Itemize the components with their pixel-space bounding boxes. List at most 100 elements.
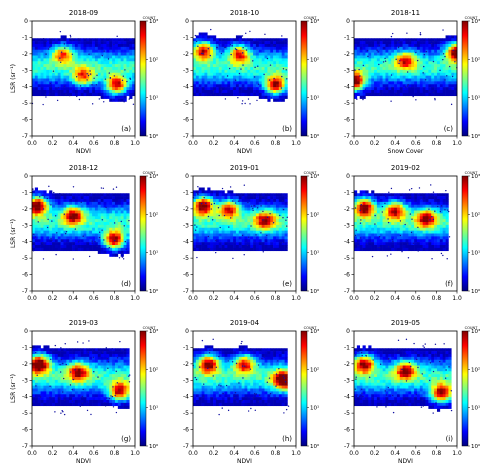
density-cell bbox=[80, 44, 84, 48]
density-cell bbox=[195, 55, 200, 59]
density-cell bbox=[368, 69, 372, 74]
density-cell bbox=[46, 230, 50, 234]
density-cell bbox=[198, 92, 202, 97]
density-cell bbox=[207, 58, 211, 62]
density-cell bbox=[255, 245, 260, 249]
density-cell bbox=[422, 196, 426, 200]
density-cell bbox=[365, 49, 369, 53]
outlier-point bbox=[241, 234, 244, 237]
density-cell bbox=[362, 222, 366, 226]
density-cell bbox=[270, 230, 274, 234]
density-cell bbox=[391, 247, 395, 252]
density-cell bbox=[238, 35, 242, 39]
density-cell bbox=[106, 87, 110, 91]
density-cell bbox=[402, 78, 406, 82]
outlier-point bbox=[440, 41, 442, 44]
density-cell bbox=[379, 222, 383, 226]
x-tick-label: 0.6 bbox=[411, 140, 421, 147]
outlier-point bbox=[235, 48, 238, 51]
density-cell bbox=[37, 196, 41, 200]
density-cell bbox=[83, 84, 87, 88]
density-cell bbox=[60, 41, 64, 45]
density-cell bbox=[451, 58, 455, 62]
density-cell bbox=[40, 351, 44, 355]
density-cell bbox=[431, 233, 435, 237]
density-cell bbox=[114, 67, 119, 71]
density-cell bbox=[419, 49, 423, 53]
density-cell bbox=[40, 397, 44, 401]
density-cell bbox=[442, 236, 446, 240]
outlier-point bbox=[69, 36, 72, 38]
density-cell bbox=[198, 81, 202, 85]
density-cell bbox=[112, 210, 116, 214]
density-cell bbox=[261, 44, 265, 48]
density-cell bbox=[425, 199, 429, 203]
density-cell bbox=[405, 247, 409, 252]
density-cell bbox=[281, 90, 285, 94]
density-cell bbox=[431, 207, 435, 211]
density-cell bbox=[376, 61, 381, 65]
density-cell bbox=[37, 81, 41, 85]
density-cell bbox=[396, 224, 401, 229]
density-cell bbox=[275, 58, 280, 62]
density-cell bbox=[278, 247, 282, 252]
density-cell bbox=[244, 49, 248, 53]
outlier-point bbox=[120, 220, 122, 223]
outlier-point bbox=[51, 220, 53, 222]
density-cell bbox=[270, 213, 274, 217]
density-cell bbox=[112, 64, 116, 68]
density-cell bbox=[445, 222, 449, 226]
density-cell bbox=[284, 196, 288, 200]
density-cell bbox=[434, 41, 438, 45]
density-cell bbox=[396, 90, 401, 94]
density-cell bbox=[388, 245, 392, 249]
density-cell bbox=[37, 64, 41, 68]
density-cell bbox=[103, 87, 107, 91]
density-cell bbox=[97, 58, 101, 62]
density-cell bbox=[201, 210, 205, 214]
density-cell bbox=[52, 193, 56, 197]
density-cell bbox=[275, 78, 280, 82]
density-cell bbox=[120, 213, 124, 217]
density-cell bbox=[391, 49, 395, 53]
density-cell bbox=[106, 81, 110, 85]
density-cell bbox=[382, 227, 386, 231]
density-cell bbox=[411, 55, 415, 59]
density-cell bbox=[382, 44, 386, 48]
density-cell bbox=[394, 69, 398, 74]
density-cell bbox=[434, 84, 438, 88]
density-cell bbox=[43, 371, 47, 375]
density-cell bbox=[267, 242, 271, 246]
density-cell bbox=[77, 227, 81, 231]
density-cell bbox=[371, 233, 375, 237]
density-cell bbox=[230, 87, 234, 91]
density-cell bbox=[227, 207, 231, 211]
density-cell bbox=[92, 69, 96, 74]
density-cell bbox=[40, 41, 44, 45]
density-cell bbox=[60, 242, 64, 246]
density-cell bbox=[230, 64, 234, 68]
outlier-point bbox=[118, 257, 121, 259]
density-cell bbox=[388, 72, 392, 76]
density-cell bbox=[436, 199, 441, 203]
density-cell bbox=[376, 67, 381, 71]
density-cell bbox=[408, 224, 412, 229]
density-cell bbox=[100, 245, 104, 249]
outlier-point bbox=[446, 75, 448, 77]
outlier-point bbox=[412, 242, 415, 245]
density-cell bbox=[451, 46, 455, 51]
density-cell bbox=[57, 222, 61, 226]
density-cell bbox=[405, 49, 409, 53]
density-cell bbox=[207, 242, 211, 246]
density-cell bbox=[201, 81, 205, 85]
density-cell bbox=[40, 359, 44, 363]
density-cell bbox=[195, 38, 200, 42]
outlier-point bbox=[79, 85, 82, 87]
density-cell bbox=[94, 49, 99, 53]
density-cell bbox=[66, 222, 70, 226]
density-cell bbox=[414, 41, 418, 45]
density-cell bbox=[69, 196, 73, 200]
density-cell bbox=[40, 239, 44, 243]
density-cell bbox=[83, 245, 87, 249]
colorbar-tick-label: 10³ bbox=[471, 18, 480, 25]
